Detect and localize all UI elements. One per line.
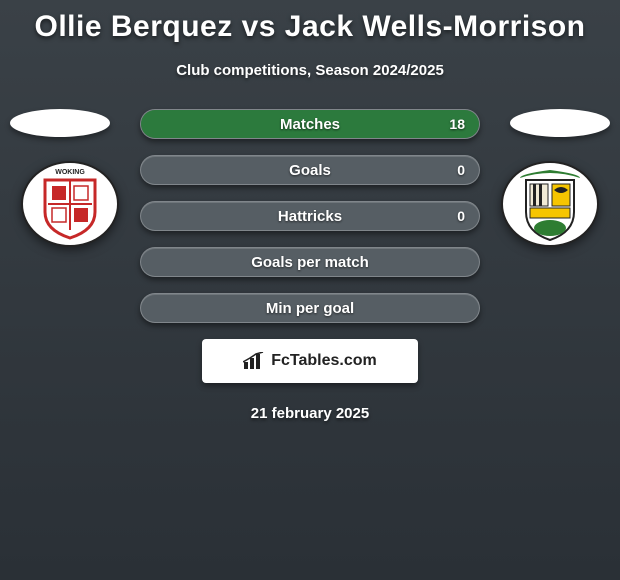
stat-bar-value-right: 0 [457,202,465,230]
date-text: 21 february 2025 [0,405,620,422]
svg-text:WOKING: WOKING [55,169,85,176]
stat-bar-value-right: 18 [449,110,465,138]
stat-bar-label: Matches [141,110,479,138]
attribution-text: FcTables.com [271,352,377,370]
stat-bar-label: Goals [141,156,479,184]
left-portrait-placeholder [10,109,110,137]
stat-bar: Goals0 [140,155,480,185]
attribution-box: FcTables.com [202,339,418,383]
stat-bar: Min per goal [140,293,480,323]
stat-bar: Matches18 [140,109,480,139]
right-portrait-placeholder [510,109,610,137]
stats-bars: Matches18Goals0Hattricks0Goals per match… [140,109,480,323]
stat-bar-label: Min per goal [141,294,479,322]
left-club-crest: WOKING [20,159,120,249]
page-subtitle: Club competitions, Season 2024/2025 [0,62,620,79]
bar-chart-icon [243,352,265,370]
woking-crest-icon: WOKING [20,160,120,248]
stat-bar-label: Hattricks [141,202,479,230]
page-title: Ollie Berquez vs Jack Wells-Morrison [0,0,620,44]
right-club-crest [500,159,600,249]
stat-bar: Goals per match [140,247,480,277]
stat-bar-label: Goals per match [141,248,479,276]
content-area: WOKING Matches18Goals0Hattricks0Goals pe… [0,109,620,422]
stat-bar-value-right: 0 [457,156,465,184]
stat-bar: Hattricks0 [140,201,480,231]
solihull-moors-crest-icon [500,160,600,248]
